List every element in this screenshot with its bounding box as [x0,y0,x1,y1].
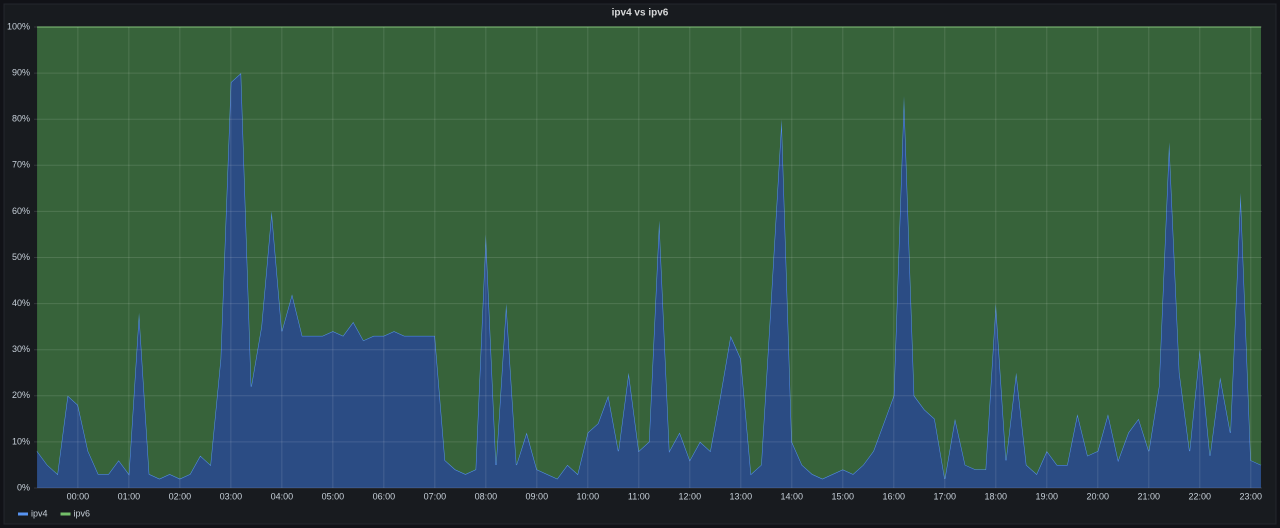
x-tick-label: 06:00 [373,491,396,501]
legend-label: ipv4 [31,508,48,518]
y-tick-label: 50% [12,252,30,262]
x-tick-label: 14:00 [781,491,804,501]
x-tick-label: 12:00 [679,491,702,501]
y-tick-label: 30% [12,344,30,354]
x-tick-label: 15:00 [832,491,855,501]
x-tick-label: 10:00 [577,491,600,501]
x-tick-label: 07:00 [424,491,447,501]
x-tick-label: 23:00 [1240,491,1263,501]
y-tick-label: 70% [12,160,30,170]
x-tick-label: 18:00 [985,491,1008,501]
legend-label: ipv6 [74,508,91,518]
x-tick-label: 05:00 [322,491,345,501]
x-tick-label: 11:00 [628,491,650,501]
x-tick-label: 02:00 [169,491,192,501]
x-tick-label: 00:00 [67,491,90,501]
area [37,73,1261,488]
x-tick-label: 01:00 [118,491,141,501]
x-tick-label: 22:00 [1189,491,1212,501]
x-tick-label: 20:00 [1087,491,1110,501]
y-tick-label: 20% [12,390,30,400]
panel-title: ipv4 vs ipv6 [612,8,669,19]
x-tick-label: 13:00 [730,491,753,501]
y-tick-label: 60% [12,206,30,216]
y-tick-label: 90% [12,67,30,77]
y-tick-label: 0% [17,482,30,492]
x-tick-label: 08:00 [475,491,498,501]
x-tick-label: 09:00 [526,491,549,501]
y-tick-label: 100% [7,21,30,31]
x-tick-label: 03:00 [220,491,243,501]
x-tick-label: 21:00 [1138,491,1161,501]
area [37,27,1261,479]
y-tick-label: 80% [12,114,30,124]
x-tick-label: 16:00 [883,491,906,501]
y-tick-label: 40% [12,298,30,308]
x-tick-label: 17:00 [934,491,957,501]
x-tick-label: 19:00 [1036,491,1059,501]
y-tick-label: 10% [12,436,30,446]
x-tick-label: 04:00 [271,491,294,501]
